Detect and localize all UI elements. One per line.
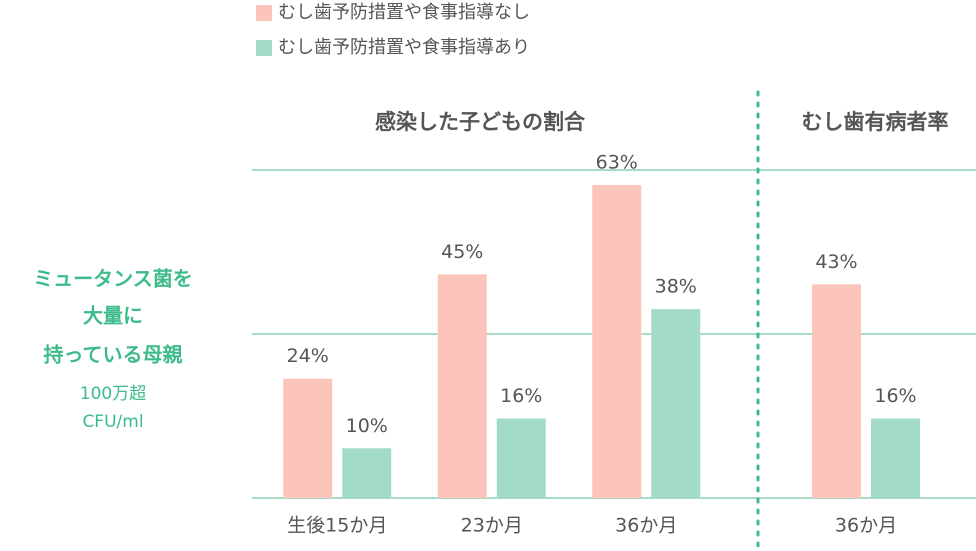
side-label: 大量に [83,304,143,328]
side-label: 持っている母親 [44,343,183,367]
legend-label: むし歯予防措置や食事指導あり [278,37,530,58]
value-label: 45% [441,241,483,263]
bar [651,309,701,498]
x-tick-label: 36か月 [615,515,677,537]
side-label: ミュータンス菌を [33,267,193,291]
value-label: 38% [655,276,697,298]
value-label: 16% [874,385,916,407]
bar [592,184,642,498]
bar [871,418,920,498]
group-title: 感染した子どもの割合 [375,110,586,134]
bar [437,274,487,498]
legend-swatch [256,40,272,56]
group-title: むし歯有病者率 [802,110,949,134]
value-label: 63% [596,151,638,173]
bar [496,418,546,498]
value-label: 43% [815,251,857,273]
x-tick-label: 生後15か月 [287,515,387,537]
bar [342,448,392,498]
legend-label: むし歯予防措置や食事指導なし [278,2,530,23]
side-sublabel: 100万超 [80,384,146,404]
x-tick-label: 36か月 [835,515,897,537]
value-label: 16% [500,385,542,407]
legend-swatch [256,5,272,21]
x-tick-label: 23か月 [461,515,523,537]
bar [283,378,333,498]
side-sublabel: CFU/ml [82,412,143,432]
value-label: 24% [287,345,329,367]
value-label: 10% [346,415,388,437]
bar [812,284,861,498]
